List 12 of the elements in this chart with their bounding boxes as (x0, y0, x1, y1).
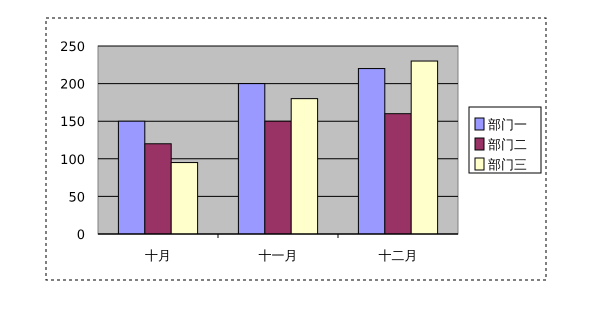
x-tick-label: 十月 (145, 249, 171, 264)
x-tick-label: 十一月 (258, 249, 298, 264)
legend-label: 部门三 (488, 157, 527, 173)
y-tick-label: 250 (60, 40, 85, 55)
legend-label: 部门二 (488, 137, 527, 153)
y-tick-label: 150 (60, 115, 85, 130)
x-tick-label: 十二月 (378, 249, 418, 264)
y-tick-label: 50 (68, 190, 85, 206)
y-tick-label: 0 (76, 228, 85, 243)
legend-label: 部门一 (488, 117, 527, 133)
y-tick-label: 100 (60, 152, 85, 168)
y-tick-label: 200 (60, 78, 85, 93)
